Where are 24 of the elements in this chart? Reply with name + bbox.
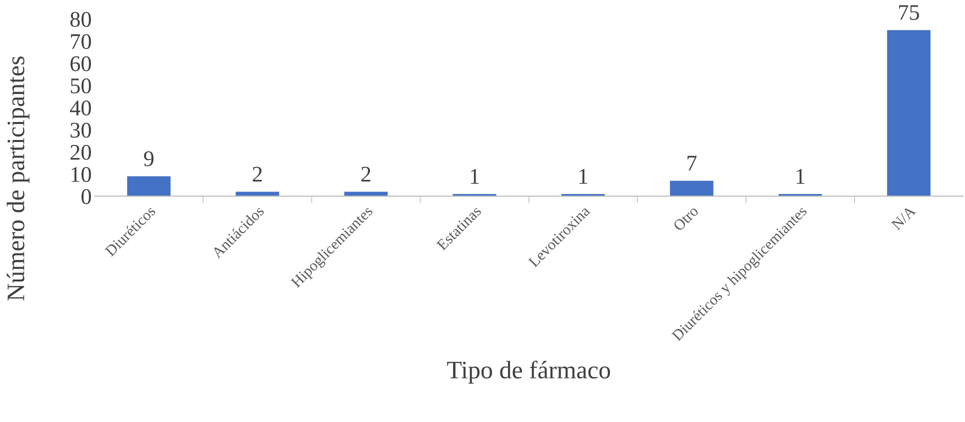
x-tick-label: N/A [890, 205, 916, 230]
data-label: 2 [361, 166, 370, 182]
bar [127, 176, 171, 196]
y-tick-label: 70 [71, 34, 91, 50]
data-label: 7 [688, 156, 697, 170]
y-tick-label: 20 [70, 144, 91, 160]
data-label: 75 [899, 5, 920, 20]
y-tick-label: 30 [70, 122, 91, 138]
y-tick-label: 60 [70, 56, 91, 72]
y-tick-label: 80 [70, 12, 91, 27]
data-label: 1 [796, 169, 804, 184]
y-tick-label: 0 [82, 189, 91, 204]
x-tick-label: Otro [672, 205, 699, 232]
data-label: 1 [470, 169, 479, 184]
data-label: 9 [144, 151, 154, 166]
bar [670, 180, 714, 196]
y-tick-label: 40 [70, 100, 91, 116]
data-label: 1 [580, 169, 588, 184]
y-axis-title: Número de participantes [6, 56, 30, 301]
y-tick-label: 50 [70, 78, 91, 94]
x-axis-title: Tipo de fármaco [447, 360, 610, 384]
y-tick-label: 10 [72, 167, 91, 182]
data-label: 2 [252, 166, 262, 182]
bar [887, 30, 930, 196]
